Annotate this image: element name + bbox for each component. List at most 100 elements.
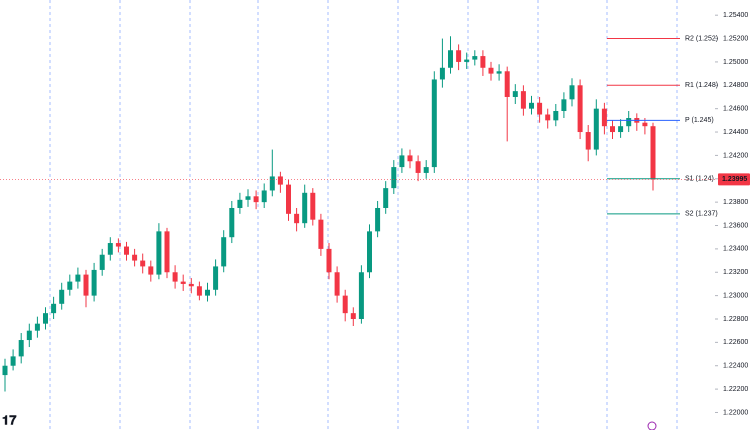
y-tick-label: 1.23000 xyxy=(723,292,748,299)
candle-body xyxy=(107,243,113,255)
candle-body xyxy=(342,295,348,314)
candle-body xyxy=(391,167,397,189)
y-tick-label: 1.23600 xyxy=(723,222,748,229)
candle-body xyxy=(399,155,405,168)
candle-body xyxy=(415,161,421,173)
candle-body xyxy=(439,67,445,80)
candle-body xyxy=(172,272,178,282)
candle-body xyxy=(601,108,607,127)
candle-body xyxy=(431,79,437,168)
y-tick-label: 1.24400 xyxy=(723,129,748,136)
candle-body xyxy=(26,330,32,341)
candle-body xyxy=(310,192,316,220)
candle-body xyxy=(472,56,478,60)
candle-body xyxy=(358,272,364,319)
candle-body xyxy=(196,286,202,296)
candle-body xyxy=(650,126,656,180)
last-price-label: 1.23995 xyxy=(722,176,747,183)
candle-body xyxy=(496,71,502,74)
candle-body xyxy=(43,313,48,324)
y-tick-label: 1.24800 xyxy=(723,82,748,89)
last-price-badge xyxy=(718,173,750,186)
candle-body xyxy=(610,126,615,133)
y-tick-label: 1.23800 xyxy=(723,199,748,206)
y-tick-label: 1.25200 xyxy=(723,35,748,42)
candle-body xyxy=(512,91,518,97)
candle-body xyxy=(504,71,510,97)
candle-body xyxy=(148,266,154,275)
candle-body xyxy=(2,365,8,376)
candle-body xyxy=(302,192,308,224)
candle-body xyxy=(464,59,470,62)
candle-body xyxy=(18,340,24,357)
y-tick-label: 1.24600 xyxy=(723,106,748,113)
candle-body xyxy=(59,289,65,304)
candle-body xyxy=(75,274,81,282)
logo: 𝟏𝟕 xyxy=(2,412,17,427)
candle-body xyxy=(626,118,632,127)
candle-body xyxy=(520,91,526,109)
candle-body xyxy=(480,56,486,68)
pivot-label: R1 (1.248) xyxy=(685,82,718,89)
candle-body xyxy=(286,184,291,214)
y-tick-label: 1.22800 xyxy=(723,316,748,323)
candle-body xyxy=(593,108,599,150)
y-tick-label: 1.22600 xyxy=(723,339,748,346)
candle-body xyxy=(245,196,251,200)
candle-body xyxy=(99,254,105,270)
y-tick-label: 1.25000 xyxy=(723,59,748,66)
candle-body xyxy=(261,190,267,203)
y-tick-label: 1.22400 xyxy=(723,363,748,370)
candle-body xyxy=(407,155,413,162)
candle-body xyxy=(423,167,429,173)
candle-body xyxy=(545,114,551,121)
candle-body xyxy=(269,176,275,191)
candle-body xyxy=(561,99,567,112)
candle-body xyxy=(51,303,57,314)
candle-body xyxy=(124,246,129,255)
candle-body xyxy=(140,260,146,267)
candle-body xyxy=(164,231,170,273)
candle-body xyxy=(553,111,559,121)
candle-body xyxy=(180,281,186,284)
candle-body xyxy=(326,248,332,273)
candle-body xyxy=(529,102,534,109)
candle-body xyxy=(383,188,389,208)
y-tick-label: 1.24200 xyxy=(723,152,748,159)
y-tick-label: 1.25400 xyxy=(723,12,748,19)
candle-body xyxy=(205,289,210,296)
candle-body xyxy=(91,269,97,296)
candle-body xyxy=(229,207,235,238)
candle-body xyxy=(213,266,219,290)
candle-body xyxy=(448,50,453,68)
pivot-label: R2 (1.252) xyxy=(685,35,718,42)
candle-body xyxy=(277,176,283,185)
candle-body xyxy=(569,85,575,100)
candle-body xyxy=(488,67,494,74)
y-tick-label: 1.22000 xyxy=(723,409,748,416)
candle-body xyxy=(318,219,324,249)
pivot-label: P (1.245) xyxy=(685,117,714,124)
candle-body xyxy=(618,126,624,133)
candle-body xyxy=(132,254,138,261)
candle-body xyxy=(375,207,381,232)
candle-body xyxy=(67,281,73,290)
candle-body xyxy=(188,283,194,287)
candle-body xyxy=(115,243,121,247)
candle-body xyxy=(367,231,372,273)
candle-body xyxy=(456,50,462,62)
candle-body xyxy=(334,272,340,296)
candle-body xyxy=(294,213,300,224)
event-icon[interactable] xyxy=(647,421,657,430)
y-tick-label: 1.23200 xyxy=(723,269,748,276)
candle-body xyxy=(577,85,583,133)
candle-body xyxy=(237,199,243,208)
candle-body xyxy=(642,122,648,127)
candle-body xyxy=(156,231,162,275)
y-tick-label: 1.22200 xyxy=(723,386,748,393)
candle-body xyxy=(34,323,40,331)
candle-body xyxy=(221,237,227,267)
y-tick-label: 1.23400 xyxy=(723,246,748,253)
